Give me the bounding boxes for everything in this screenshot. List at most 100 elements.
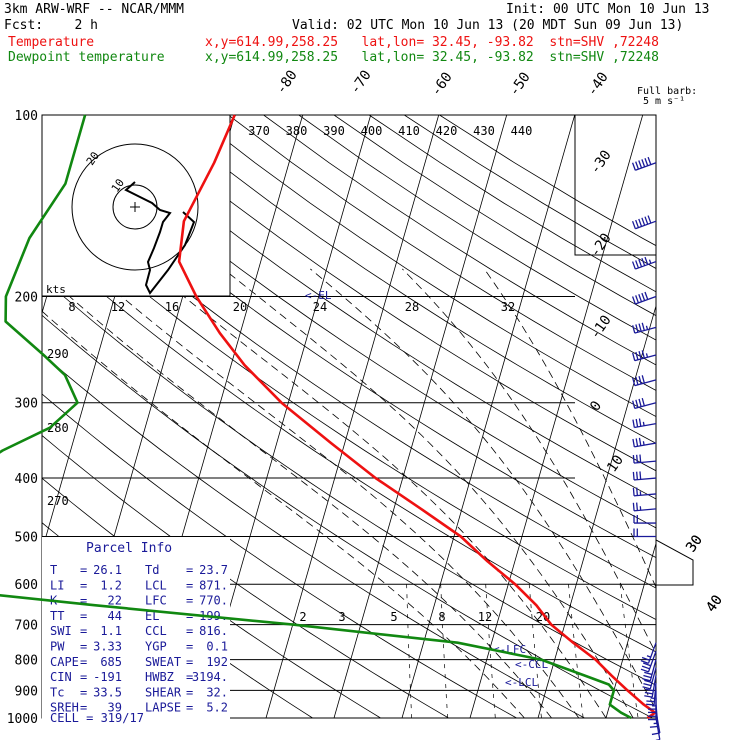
barb-half-flag xyxy=(645,325,649,330)
mixing-ratio-label-16: 16 xyxy=(165,300,179,314)
barb-flag xyxy=(638,160,643,169)
barb-flag xyxy=(641,665,650,670)
parcel-val-shear: 32. xyxy=(206,685,228,699)
dry-adiabat-310 xyxy=(42,277,656,686)
dry-adiabat-350 xyxy=(42,137,656,559)
wind-barb-425 xyxy=(632,487,657,497)
parcel-eq: = xyxy=(186,594,193,608)
barb-flag xyxy=(632,487,635,496)
barb-flag xyxy=(646,700,655,703)
wind-barb-225 xyxy=(632,322,657,334)
barb-flag xyxy=(632,377,636,386)
hodo-kts-label: kts xyxy=(46,283,66,296)
theta-label-390: 390 xyxy=(323,124,345,138)
barb-flag xyxy=(641,257,646,266)
barb-flag xyxy=(641,322,645,331)
isotherm-label--60: -60 xyxy=(428,69,456,99)
parcel-val-tc: 33.5 xyxy=(93,685,122,699)
thermo-lines xyxy=(42,115,656,719)
barb-half-flag xyxy=(642,441,645,446)
parcel-eq: = xyxy=(80,563,87,577)
parcel-eq: = xyxy=(80,701,87,715)
isotherm-0 xyxy=(469,115,644,719)
wind-barb-475 xyxy=(633,515,656,524)
barb-flag xyxy=(641,217,646,226)
pressure-label-700: 700 xyxy=(15,619,38,634)
parcel-val-li: 1.2 xyxy=(100,578,122,592)
barb-flag xyxy=(644,158,649,166)
theta-label-410: 410 xyxy=(398,124,420,138)
barb-flag xyxy=(642,678,651,682)
barb-flag xyxy=(635,351,639,360)
dry-adiabat-430 xyxy=(298,115,656,341)
barb-staff xyxy=(634,354,657,362)
isotherm--20 xyxy=(333,115,508,719)
barb-flag xyxy=(638,376,642,385)
hodo-ring-label-20: 20 xyxy=(84,149,102,167)
sounding-profiles xyxy=(0,114,657,720)
wind-barb-120 xyxy=(631,156,657,171)
pressure-label-400: 400 xyxy=(15,472,38,487)
barb-flag xyxy=(643,674,652,679)
isotherm-label--70: -70 xyxy=(347,67,375,97)
parcel-key-cape: CAPE xyxy=(50,655,79,669)
parcel-val-td: 23.7 xyxy=(199,563,228,577)
hodograph: 20 10 kts xyxy=(41,114,231,297)
wind-barb-750 xyxy=(640,642,657,664)
moist-adiabat-20 xyxy=(149,268,607,719)
parcel-key-td: Td xyxy=(145,563,159,577)
barb-staff xyxy=(651,675,657,698)
parcel-eq: = xyxy=(80,594,87,608)
wind-barb-875 xyxy=(646,682,657,706)
barb-flag xyxy=(638,259,643,268)
dry-adiabat-420 xyxy=(263,115,656,366)
parcel-val-sweat: 192 xyxy=(206,655,228,669)
mixing-ratio-label-8: 8 xyxy=(68,300,75,314)
theta-label-430: 430 xyxy=(473,124,495,138)
barb-flag xyxy=(631,296,636,305)
parcel-val-lfc: 770. xyxy=(199,594,228,608)
barb-staff xyxy=(647,651,657,673)
side-label-30: 30 xyxy=(683,532,706,555)
parcel-eq: = xyxy=(80,578,87,592)
mixing-ratio-label-28: 28 xyxy=(405,300,419,314)
barb-flag xyxy=(635,324,639,333)
dry-adiabat-340 xyxy=(42,170,656,589)
mixing-ratio-bottom-label-12: 12 xyxy=(478,610,492,624)
parcel-cell: CELL = 319/17 xyxy=(50,711,144,725)
side-label-40: 40 xyxy=(703,592,726,615)
barb-flag xyxy=(632,325,636,334)
barb-staff xyxy=(635,162,657,171)
parcel-val-swi: 1.1 xyxy=(100,624,122,638)
mixing-ratio-label-20: 20 xyxy=(233,300,247,314)
isotherm--30 xyxy=(265,115,440,719)
dry-adiabat-330 xyxy=(42,205,656,620)
wind-barb-275 xyxy=(632,375,657,387)
moist-adiabat-8 xyxy=(42,310,525,719)
ccl-marker: <-CCL xyxy=(515,658,548,671)
barb-flag xyxy=(644,679,653,684)
barb-flag xyxy=(638,398,642,407)
isotherm--10 xyxy=(401,115,576,719)
barb-staff xyxy=(634,326,657,334)
barb-half-flag xyxy=(648,259,652,264)
wind-barb-450 xyxy=(632,502,657,512)
parcel-panel-bg xyxy=(42,537,230,725)
hodo-ring-label-10: 10 xyxy=(109,176,127,194)
barb-flag xyxy=(641,375,645,384)
barb-flag xyxy=(635,161,640,170)
dewpoint-legend: Dewpoint temperature xyxy=(8,50,165,65)
temperature-legend: Temperature xyxy=(8,35,95,50)
isotherm-label-40: 40 xyxy=(703,592,726,615)
barb-flag xyxy=(635,376,639,385)
parcel-key-lcl: LCL xyxy=(145,578,167,592)
barb-flag xyxy=(632,471,635,481)
isotherm-label--20: -20 xyxy=(587,230,615,260)
barb-flag xyxy=(632,419,635,428)
barb-flag xyxy=(638,218,643,227)
el-marker: <-EL xyxy=(305,289,332,302)
parcel-eq: = xyxy=(186,609,193,623)
barb-flag xyxy=(631,220,636,229)
pressure-label-1000: 1000 xyxy=(7,712,38,727)
